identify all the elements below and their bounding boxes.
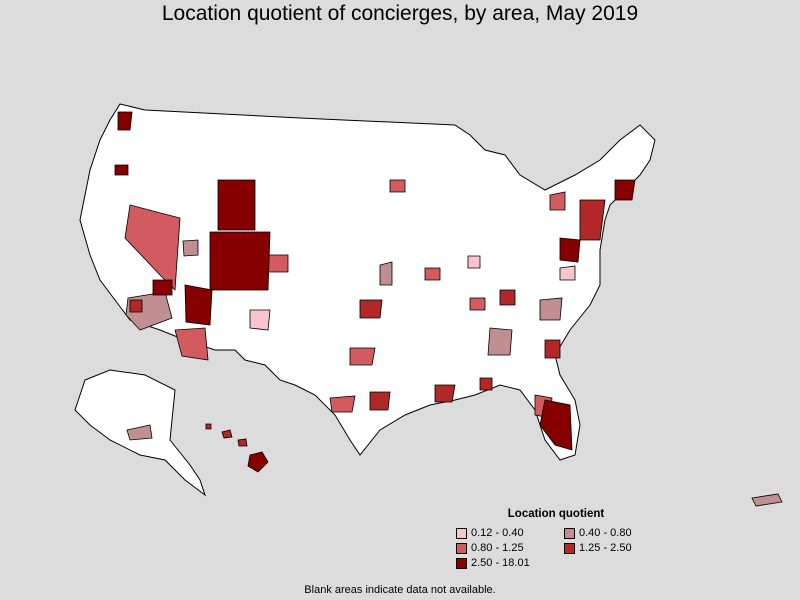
puerto-rico — [751, 493, 783, 507]
legend-item: 2.50 - 18.01 — [456, 556, 564, 570]
legend-item: 1.25 - 2.50 — [564, 541, 656, 555]
regions-0-40-0-80 — [125, 239, 563, 441]
legend-label: 0.80 - 1.25 — [471, 542, 524, 554]
footnote: Blank areas indicate data not available. — [304, 584, 496, 596]
legend-swatch — [456, 527, 467, 539]
hawaii — [247, 451, 269, 473]
regions-0-12-0-40 — [249, 255, 576, 331]
hawaii-islands — [205, 423, 248, 447]
legend-swatch — [564, 542, 575, 554]
legend-swatch — [456, 557, 467, 569]
legend-swatch — [456, 542, 467, 554]
legend-title: Location quotient — [507, 508, 605, 520]
legend-label: 1.25 - 2.50 — [579, 542, 632, 554]
legend-label: 0.40 - 0.80 — [579, 527, 632, 539]
regions-2-50-18-01 — [114, 111, 636, 451]
map-title: Location quotient of concierges, by area… — [161, 2, 639, 25]
legend: Location quotient 0.12 - 0.40 0.40 - 0.8… — [456, 508, 656, 570]
legend-item: 0.80 - 1.25 — [456, 541, 564, 555]
legend-swatch — [564, 527, 575, 539]
legend-label: 0.12 - 0.40 — [471, 527, 524, 539]
legend-item: 0.12 - 0.40 — [456, 526, 564, 540]
legend-label: 2.50 - 18.01 — [471, 557, 530, 569]
legend-item: 0.40 - 0.80 — [564, 526, 656, 540]
regions-1-25-2-50 — [129, 199, 606, 411]
